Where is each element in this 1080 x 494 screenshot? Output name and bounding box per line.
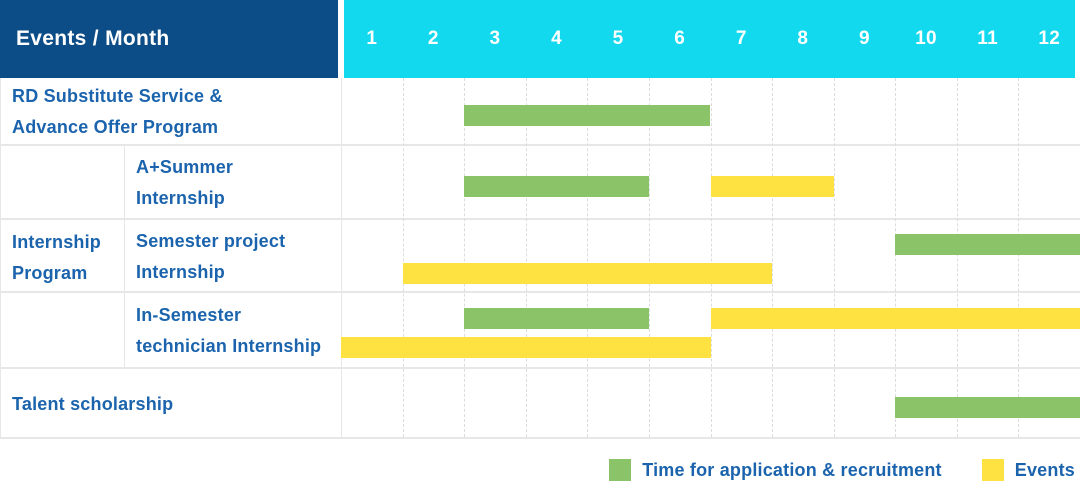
month-gridline — [895, 78, 897, 437]
label-column-divider — [341, 78, 342, 439]
month-header-4: 4 — [551, 28, 562, 49]
page-title: Events / Month — [16, 27, 170, 50]
legend-label-events: Events — [1014, 459, 1075, 480]
row-divider — [0, 218, 1080, 220]
row-label-a-plus-summer-internship: A+Summer Internship — [124, 146, 341, 220]
row-divider — [0, 144, 1080, 146]
month-gridline — [648, 78, 650, 437]
month-gridline — [956, 78, 958, 437]
row-label-line: Advance Offer Program — [12, 117, 219, 137]
legend: Time for application & recruitment Event… — [609, 455, 1075, 485]
month-header-12: 12 — [1038, 28, 1061, 49]
month-header-7: 7 — [735, 28, 747, 49]
month-gridline — [464, 78, 466, 437]
group-column-divider — [124, 146, 125, 369]
legend-label-recruitment: Time for application & recruitment — [642, 459, 942, 480]
group-label-line: Internship — [12, 231, 102, 252]
row-label-line: In-Semester — [136, 305, 242, 325]
in-semester-technician-internship-events-bar — [341, 337, 711, 358]
row-label-talent-scholarship: Talent scholarship — [0, 369, 338, 439]
row-label-line: Internship — [136, 261, 226, 282]
table-left-border — [0, 78, 1, 439]
month-header-9: 9 — [859, 28, 870, 49]
row-label-rd-substitute-service: RD Substitute Service & Advance Offer Pr… — [0, 78, 338, 146]
month-gridline — [833, 78, 835, 437]
month-header-1: 1 — [366, 28, 378, 49]
month-header-5: 5 — [612, 28, 624, 49]
row-divider — [0, 367, 1080, 369]
talent-scholarship-recruitment-bar — [895, 396, 1080, 418]
semester-project-internship-events-bar — [402, 262, 773, 284]
month-header-strip — [344, 0, 1075, 78]
row-label-line: Internship — [136, 188, 226, 208]
row-label-line: technician Internship — [136, 336, 322, 356]
row-label-line: Semester project — [136, 230, 286, 251]
month-header-6: 6 — [674, 28, 686, 49]
month-gridline — [402, 78, 404, 437]
row-label-line: RD Substitute Service & — [12, 86, 223, 106]
row-divider — [0, 291, 1080, 293]
in-semester-technician-internship-recruitment-bar — [464, 308, 649, 329]
month-gridline — [525, 78, 527, 437]
month-header-3: 3 — [489, 28, 501, 49]
legend-item-events: Events — [981, 459, 1075, 481]
month-gridline — [710, 78, 712, 437]
month-header-11: 11 — [977, 28, 998, 49]
row-divider — [0, 437, 1080, 439]
a-plus-summer-internship-recruitment-bar — [464, 175, 649, 197]
rd-substitute-service-advance-offer-program-recruitment-bar — [464, 104, 711, 126]
month-gridline — [772, 78, 774, 437]
group-label-line: Program — [12, 262, 88, 283]
month-gridline — [1018, 78, 1020, 437]
month-header-2: 2 — [427, 28, 439, 49]
row-label-line: A+Summer — [136, 157, 234, 177]
row-label-in-semester-technician-internship: In-Semester technician Internship — [124, 293, 341, 369]
month-header-8: 8 — [797, 28, 809, 49]
month-header-10: 10 — [915, 28, 937, 49]
row-label-semester-project-internship: Semester project Internship — [124, 220, 341, 293]
in-semester-technician-internship-events-bar — [710, 308, 1080, 329]
semester-project-internship-recruitment-bar — [895, 233, 1080, 255]
events-swatch-icon — [981, 459, 1004, 481]
header-title-cell: Events / Month — [0, 0, 338, 78]
group-label-internship-program: Internship Program — [0, 146, 124, 369]
a-plus-summer-internship-events-bar — [710, 175, 834, 197]
row-label-line: Talent scholarship — [12, 393, 174, 414]
month-gridline — [587, 78, 589, 437]
legend-item-recruitment: Time for application & recruitment — [609, 459, 942, 481]
recruitment-swatch-icon — [609, 459, 632, 481]
